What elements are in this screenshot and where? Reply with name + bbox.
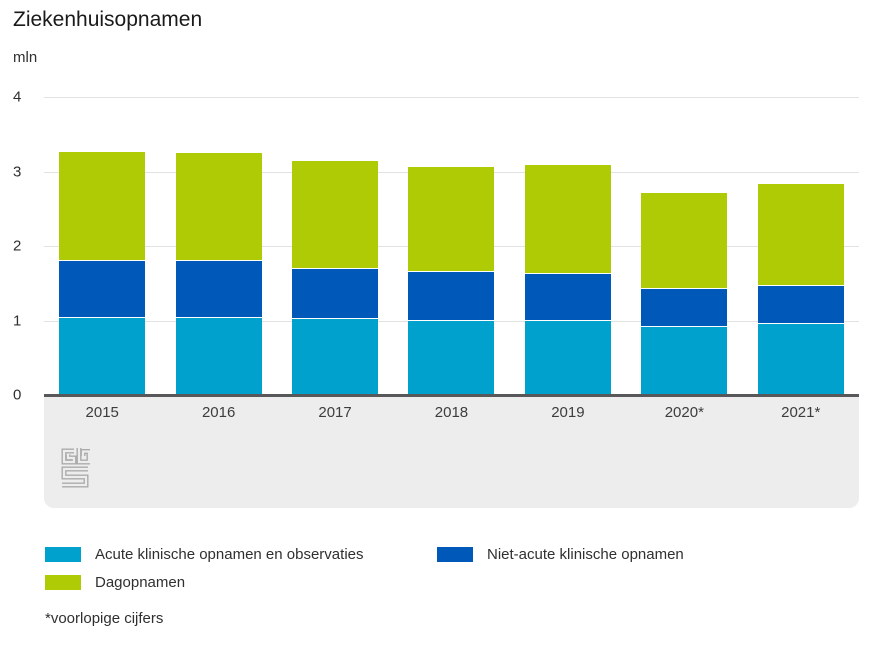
stacked-bar-2021* — [757, 182, 844, 395]
footnote: *voorlopige cijfers — [45, 610, 164, 627]
bar-segment — [292, 160, 379, 268]
x-axis-baseline — [44, 394, 859, 397]
bar-slot-2015 — [44, 97, 160, 395]
chart-title: Ziekenhuisopnamen — [13, 8, 203, 31]
x-axis-band: 2015 2016 2017 2018 2019 2020* 2021* — [44, 397, 859, 508]
bar-segment — [292, 318, 379, 395]
y-tick-label-0: 0 — [13, 386, 22, 404]
bar-slot-2016 — [160, 97, 276, 395]
x-tick-label-2019: 2019 — [551, 404, 585, 421]
x-tick-label-2021*: 2021* — [781, 404, 821, 421]
stacked-bar-2018 — [408, 166, 495, 395]
legend-label: Acute klinische opnamen en observaties — [95, 545, 364, 563]
x-tick-label-2018: 2018 — [434, 404, 469, 421]
bar-segment — [292, 267, 379, 319]
x-tick-label-2017: 2017 — [318, 404, 352, 421]
bar-slot-2018 — [393, 97, 509, 395]
stacked-bar-2017 — [292, 160, 379, 395]
y-tick-label-2: 2 — [13, 237, 22, 255]
bar-slot-2021* — [743, 97, 859, 395]
bar-segment — [641, 325, 728, 395]
y-tick-label-3: 3 — [13, 163, 22, 180]
bar-segment — [757, 284, 844, 323]
bar-segment — [408, 271, 495, 320]
cbs-logo-icon — [61, 448, 90, 488]
bar-segment — [524, 319, 611, 395]
bar-segment — [175, 260, 262, 317]
bar-segment — [59, 151, 146, 261]
bar-segment — [175, 316, 262, 395]
bar-segment — [59, 260, 146, 317]
bar-segment — [757, 182, 844, 285]
stacked-bar-2015 — [59, 151, 146, 395]
legend-item-0: Acute klinische opnamen en observaties — [45, 545, 364, 563]
legend-item-2: Dagopnamen — [45, 573, 186, 591]
bar-slot-2019 — [510, 97, 626, 395]
stacked-bar-2019 — [524, 164, 611, 395]
bar-segment — [641, 288, 728, 326]
bar-segment — [408, 319, 495, 395]
y-tick-label-4: 4 — [13, 88, 22, 106]
bar-segment — [408, 166, 495, 272]
legend-swatch — [45, 546, 81, 562]
gridline-4 — [44, 97, 859, 98]
x-axis-labels: 2015 2016 2017 2018 2019 2020* 2021* — [44, 404, 859, 421]
bar-slot-2017 — [277, 97, 393, 395]
x-tick-label-2020*: 2020* — [664, 404, 704, 421]
bars-layer — [44, 97, 859, 395]
bar-segment — [524, 164, 611, 273]
legend-swatch — [45, 574, 81, 590]
legend-swatch — [437, 546, 473, 562]
bar-slot-2020* — [626, 97, 742, 395]
legend-label: Dagopnamen — [95, 573, 186, 591]
stacked-bar-2016 — [175, 152, 262, 395]
legend-item-1: Niet-acute klinische opnamen — [437, 545, 684, 563]
y-tick-label-1: 1 — [13, 312, 22, 329]
y-axis-unit-label: mln — [13, 49, 38, 66]
bar-segment — [524, 272, 611, 320]
plot-area — [44, 97, 859, 397]
bar-segment — [175, 152, 262, 261]
bar-segment — [641, 192, 728, 289]
x-tick-label-2015: 2015 — [85, 404, 119, 421]
legend-label: Niet-acute klinische opnamen — [487, 545, 684, 563]
x-tick-label-2016: 2016 — [201, 404, 236, 421]
bar-segment — [59, 316, 146, 395]
bar-segment — [757, 322, 844, 395]
stacked-bar-2020* — [641, 192, 728, 395]
